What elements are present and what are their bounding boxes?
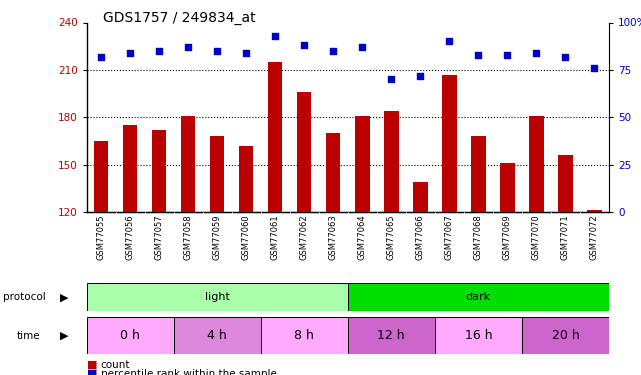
Text: 20 h: 20 h xyxy=(551,329,579,342)
Text: ▶: ▶ xyxy=(60,331,69,340)
Point xyxy=(415,72,426,78)
Bar xyxy=(500,163,515,212)
Text: percentile rank within the sample: percentile rank within the sample xyxy=(101,369,276,375)
Bar xyxy=(268,62,283,212)
Text: GSM77060: GSM77060 xyxy=(242,214,251,260)
Text: GSM77071: GSM77071 xyxy=(561,214,570,260)
Text: GSM77072: GSM77072 xyxy=(590,214,599,260)
Bar xyxy=(210,136,224,212)
Bar xyxy=(152,130,167,212)
Text: 16 h: 16 h xyxy=(465,329,492,342)
Text: 4 h: 4 h xyxy=(207,329,227,342)
Bar xyxy=(181,116,196,212)
Text: GSM77063: GSM77063 xyxy=(329,214,338,260)
Bar xyxy=(87,283,347,311)
Bar xyxy=(174,317,261,354)
Text: GSM77070: GSM77070 xyxy=(532,214,541,260)
Point xyxy=(328,48,338,54)
Point xyxy=(444,39,454,45)
Point xyxy=(531,50,542,56)
Point xyxy=(589,65,599,71)
Text: GSM77056: GSM77056 xyxy=(126,214,135,260)
Point xyxy=(270,33,280,39)
Point xyxy=(503,52,513,58)
Bar xyxy=(529,116,544,212)
Point xyxy=(125,50,135,56)
Bar xyxy=(239,146,253,212)
Bar xyxy=(261,317,347,354)
Text: GSM77061: GSM77061 xyxy=(271,214,279,260)
Bar xyxy=(297,92,312,212)
Point xyxy=(560,54,570,60)
Bar xyxy=(123,125,137,212)
Point xyxy=(183,44,193,50)
Point xyxy=(386,76,396,82)
Bar xyxy=(435,317,522,354)
Text: GSM77068: GSM77068 xyxy=(474,214,483,260)
Text: GSM77065: GSM77065 xyxy=(387,214,395,260)
Bar xyxy=(413,182,428,212)
Bar xyxy=(355,116,369,212)
Point xyxy=(241,50,251,56)
Text: GDS1757 / 249834_at: GDS1757 / 249834_at xyxy=(103,11,255,25)
Text: GSM77058: GSM77058 xyxy=(183,214,192,260)
Text: ■: ■ xyxy=(87,360,97,369)
Bar xyxy=(384,111,399,212)
Bar xyxy=(558,155,572,212)
Text: GSM77062: GSM77062 xyxy=(300,214,309,260)
Bar xyxy=(442,75,456,212)
Point xyxy=(154,48,164,54)
Text: 0 h: 0 h xyxy=(120,329,140,342)
Bar xyxy=(522,317,609,354)
Text: ■: ■ xyxy=(87,369,97,375)
Text: GSM77067: GSM77067 xyxy=(445,214,454,260)
Bar xyxy=(587,210,602,212)
Text: light: light xyxy=(204,292,229,302)
Bar xyxy=(347,283,609,311)
Point xyxy=(96,54,106,60)
Bar xyxy=(326,133,340,212)
Bar xyxy=(347,317,435,354)
Point xyxy=(212,48,222,54)
Bar xyxy=(94,141,108,212)
Point xyxy=(473,52,483,58)
Text: 8 h: 8 h xyxy=(294,329,314,342)
Text: time: time xyxy=(17,331,40,340)
Text: ▶: ▶ xyxy=(60,292,69,302)
Point xyxy=(357,44,367,50)
Text: GSM77057: GSM77057 xyxy=(154,214,163,260)
Point xyxy=(299,42,310,48)
Bar xyxy=(87,317,174,354)
Text: GSM77066: GSM77066 xyxy=(416,214,425,260)
Text: GSM77059: GSM77059 xyxy=(213,214,222,260)
Text: 12 h: 12 h xyxy=(378,329,405,342)
Text: protocol: protocol xyxy=(3,292,46,302)
Text: dark: dark xyxy=(466,292,491,302)
Text: GSM77064: GSM77064 xyxy=(358,214,367,260)
Bar xyxy=(471,136,486,212)
Text: GSM77069: GSM77069 xyxy=(503,214,512,260)
Text: GSM77055: GSM77055 xyxy=(97,214,106,260)
Text: count: count xyxy=(101,360,130,369)
